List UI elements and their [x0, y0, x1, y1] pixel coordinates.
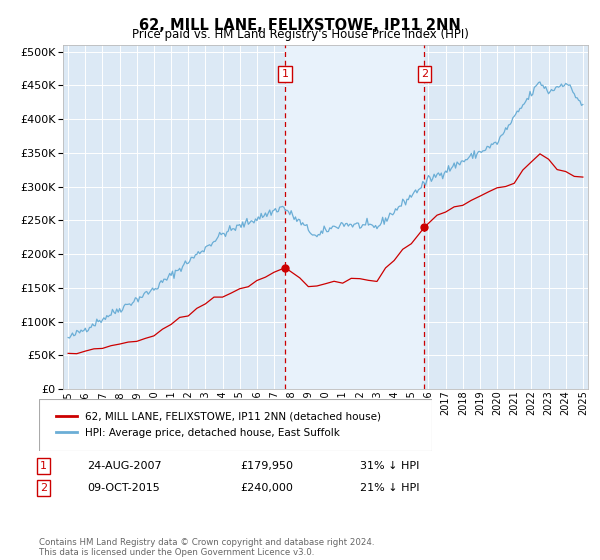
Text: Price paid vs. HM Land Registry's House Price Index (HPI): Price paid vs. HM Land Registry's House …: [131, 28, 469, 41]
Text: 2: 2: [40, 483, 47, 493]
Text: 31% ↓ HPI: 31% ↓ HPI: [360, 461, 419, 471]
Bar: [285, 45, 424, 389]
Text: 62, MILL LANE, FELIXSTOWE, IP11 2NN: 62, MILL LANE, FELIXSTOWE, IP11 2NN: [139, 18, 461, 33]
Text: 09-OCT-2015: 09-OCT-2015: [87, 483, 160, 493]
Text: 24-AUG-2007: 24-AUG-2007: [87, 461, 161, 471]
FancyBboxPatch shape: [39, 399, 432, 451]
Text: £179,950: £179,950: [240, 461, 293, 471]
Text: 1: 1: [40, 461, 47, 471]
Text: £240,000: £240,000: [240, 483, 293, 493]
Text: Contains HM Land Registry data © Crown copyright and database right 2024.
This d: Contains HM Land Registry data © Crown c…: [39, 538, 374, 557]
Text: 1: 1: [281, 69, 289, 79]
Text: 21% ↓ HPI: 21% ↓ HPI: [360, 483, 419, 493]
Text: 2: 2: [421, 69, 428, 79]
Legend: 62, MILL LANE, FELIXSTOWE, IP11 2NN (detached house), HPI: Average price, detach: 62, MILL LANE, FELIXSTOWE, IP11 2NN (det…: [52, 408, 386, 442]
